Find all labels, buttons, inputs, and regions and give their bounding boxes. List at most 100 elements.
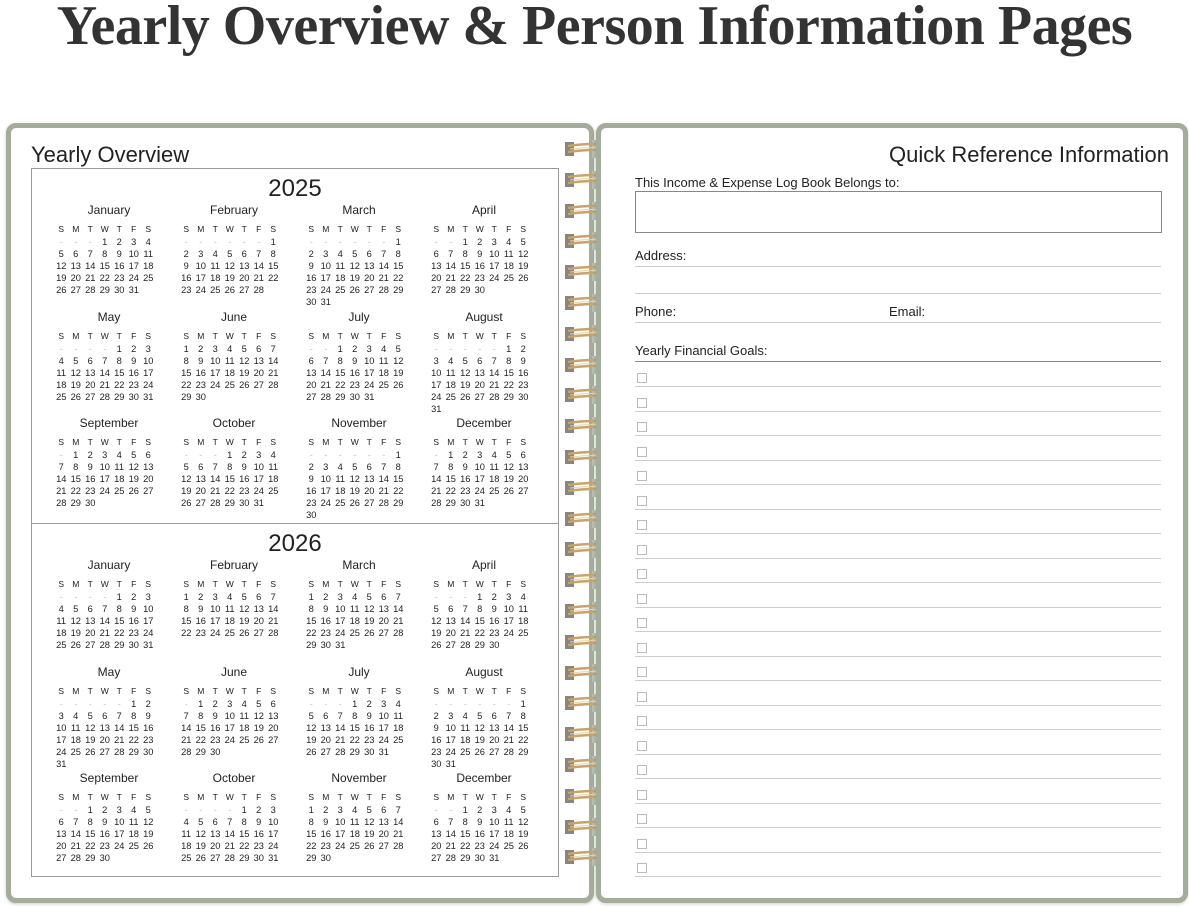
goal-line[interactable] <box>635 508 1161 510</box>
day: 16 <box>364 722 375 733</box>
checkbox-icon[interactable] <box>637 740 647 751</box>
checkbox-icon[interactable] <box>637 471 647 481</box>
week-row: 4 5 6 7 8 9 10 <box>54 603 164 615</box>
day: 12 <box>306 722 317 733</box>
day: 8 <box>477 604 483 614</box>
day: - <box>367 237 371 247</box>
day: 21 <box>268 616 279 626</box>
day: 5 <box>462 355 468 366</box>
goal-line[interactable] <box>635 851 1161 853</box>
checkbox-icon[interactable] <box>637 495 647 506</box>
day: 2 <box>308 462 314 472</box>
weekday: T <box>366 792 372 802</box>
checkbox-icon[interactable] <box>637 863 647 873</box>
yearly-overview-page: Yearly Overview 2025 January S M T W T F S - - -… <box>6 123 594 903</box>
owner-name-field[interactable] <box>635 191 1162 233</box>
week-row: 21 22 23 24 25 26 27 <box>54 485 164 497</box>
goal-line[interactable] <box>635 876 1161 877</box>
checkbox-icon[interactable] <box>637 814 647 824</box>
goal-line[interactable] <box>635 827 1161 828</box>
checkbox-icon[interactable] <box>637 397 647 408</box>
day: - <box>74 805 78 815</box>
address-line[interactable] <box>635 293 1161 294</box>
day: 23 <box>349 379 360 390</box>
year-label: 2026 <box>268 530 322 557</box>
day: 28 <box>431 498 442 508</box>
day: 6 <box>520 450 526 460</box>
day: 17 <box>503 616 514 626</box>
goal-line[interactable] <box>635 753 1161 755</box>
day: 7 <box>102 604 108 614</box>
week-row: 8 9 10 11 12 13 14 <box>304 816 414 828</box>
goal-line[interactable] <box>635 631 1161 632</box>
day: 27 <box>210 853 221 863</box>
day: - <box>103 343 107 354</box>
day: 4 <box>506 237 512 247</box>
week-row: 9 10 11 12 13 14 15 <box>304 260 414 272</box>
weekday: T <box>116 685 122 696</box>
address-line[interactable] <box>635 266 1161 267</box>
day: 20 <box>364 486 375 496</box>
checkbox-icon[interactable] <box>637 667 647 677</box>
checkbox-icon[interactable] <box>637 618 647 628</box>
day: 8 <box>102 249 108 259</box>
checkbox-icon[interactable] <box>637 765 647 775</box>
checkbox-icon[interactable] <box>637 446 647 457</box>
goal-line[interactable] <box>635 435 1161 436</box>
day: 6 <box>73 249 79 259</box>
goal-line[interactable] <box>635 557 1161 559</box>
day: 10 <box>195 261 206 271</box>
day: 17 <box>320 486 331 496</box>
day: 22 <box>128 734 139 745</box>
checkbox-icon[interactable] <box>637 838 647 849</box>
weekday: M <box>447 579 455 589</box>
checkbox-icon[interactable] <box>637 716 647 726</box>
checkbox-icon[interactable] <box>637 544 647 555</box>
checkbox-icon[interactable] <box>637 642 647 653</box>
goal-line[interactable] <box>635 680 1161 681</box>
goal-line[interactable] <box>635 802 1161 804</box>
weekday: M <box>322 224 330 234</box>
day: 20 <box>253 616 264 626</box>
day: 18 <box>445 379 456 390</box>
day: 23 <box>128 379 139 390</box>
day: 31 <box>489 853 500 863</box>
day: - <box>367 450 371 460</box>
day: 21 <box>431 486 442 496</box>
goal-line[interactable] <box>635 386 1161 387</box>
goal-line[interactable] <box>635 606 1161 608</box>
goal-line[interactable] <box>635 729 1161 730</box>
day: 2 <box>183 249 189 259</box>
day: - <box>382 237 386 247</box>
day: 26 <box>306 746 317 757</box>
day: 3 <box>256 450 262 460</box>
day: 2 <box>198 343 204 354</box>
goal-line[interactable] <box>635 533 1161 534</box>
goal-line[interactable] <box>635 704 1161 706</box>
checkbox-icon[interactable] <box>637 691 647 702</box>
goal-line[interactable] <box>635 484 1161 485</box>
day: 10 <box>378 710 389 721</box>
goal-line[interactable] <box>635 459 1161 461</box>
checkbox-icon[interactable] <box>637 569 647 579</box>
weekday: M <box>72 579 80 589</box>
checkbox-icon[interactable] <box>637 789 647 800</box>
phone-email-line[interactable] <box>635 322 1161 323</box>
goal-line[interactable] <box>635 582 1161 583</box>
day: 7 <box>448 817 454 827</box>
weekday: T <box>337 437 343 447</box>
checkbox-icon[interactable] <box>637 422 647 432</box>
checkbox-icon[interactable] <box>637 373 647 383</box>
goal-line[interactable] <box>635 410 1161 412</box>
day: 10 <box>114 817 125 827</box>
day: 19 <box>503 474 514 484</box>
goal-line[interactable] <box>635 778 1161 779</box>
day: 3 <box>491 805 497 815</box>
checkbox-icon[interactable] <box>637 520 647 530</box>
week-row: 6 7 8 9 10 11 12 <box>429 248 539 260</box>
day: 20 <box>518 474 529 484</box>
checkbox-icon[interactable] <box>637 593 647 604</box>
day: 20 <box>378 616 389 626</box>
goal-line[interactable] <box>635 655 1161 657</box>
